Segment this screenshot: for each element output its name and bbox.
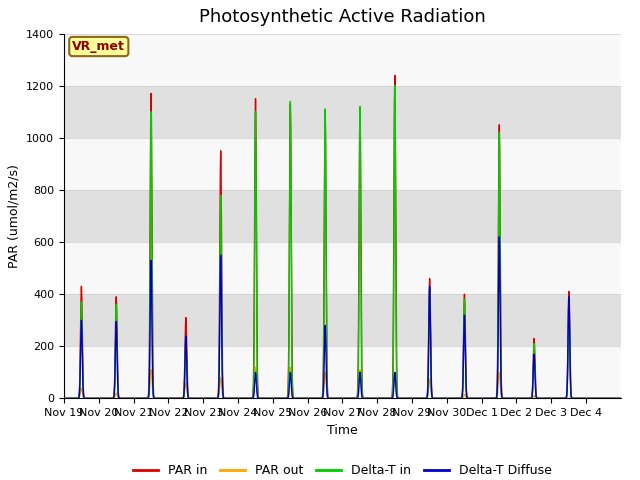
Line: Delta-T Diffuse: Delta-T Diffuse: [64, 237, 621, 398]
PAR out: [60, 396, 68, 401]
PAR in: [474, 396, 482, 401]
Title: Photosynthetic Active Radiation: Photosynthetic Active Radiation: [199, 9, 486, 26]
Delta-T Diffuse: [617, 396, 625, 401]
Delta-T Diffuse: [611, 396, 618, 401]
PAR out: [474, 396, 482, 401]
Bar: [64, 190, 621, 242]
Delta-T in: [611, 396, 618, 401]
Delta-T Diffuse: [317, 396, 325, 401]
Delta-T in: [595, 396, 602, 401]
PAR in: [317, 396, 325, 401]
PAR in: [599, 396, 607, 401]
Delta-T Diffuse: [147, 257, 155, 263]
Delta-T Diffuse: [60, 396, 68, 401]
Delta-T in: [556, 396, 563, 401]
PAR out: [328, 396, 336, 401]
Delta-T in: [317, 396, 325, 401]
PAR in: [556, 396, 563, 401]
Delta-T Diffuse: [495, 234, 503, 240]
Delta-T Diffuse: [328, 396, 335, 401]
Delta-T Diffuse: [474, 396, 481, 401]
Text: VR_met: VR_met: [72, 40, 125, 53]
Y-axis label: PAR (umol/m2/s): PAR (umol/m2/s): [8, 164, 20, 268]
Delta-T in: [60, 396, 68, 401]
Line: PAR out: PAR out: [64, 367, 621, 398]
Line: Delta-T in: Delta-T in: [64, 86, 621, 398]
PAR in: [611, 396, 618, 401]
Delta-T in: [147, 109, 155, 115]
Delta-T Diffuse: [597, 396, 605, 401]
PAR out: [317, 396, 325, 401]
Delta-T Diffuse: [556, 396, 563, 401]
Delta-T in: [328, 396, 335, 401]
PAR in: [391, 72, 399, 78]
X-axis label: Time: Time: [327, 424, 358, 437]
PAR in: [147, 91, 155, 96]
Bar: [64, 294, 621, 346]
Bar: [64, 86, 621, 138]
PAR out: [611, 396, 618, 401]
PAR out: [617, 396, 625, 401]
Line: PAR in: PAR in: [64, 75, 621, 398]
PAR in: [60, 396, 68, 401]
PAR out: [568, 396, 575, 401]
Delta-T in: [617, 396, 625, 401]
Delta-T in: [474, 396, 482, 401]
PAR out: [147, 367, 155, 372]
PAR out: [556, 396, 563, 401]
PAR in: [328, 396, 335, 401]
Delta-T in: [391, 83, 399, 89]
PAR in: [617, 396, 625, 401]
Legend: PAR in, PAR out, Delta-T in, Delta-T Diffuse: PAR in, PAR out, Delta-T in, Delta-T Dif…: [129, 459, 556, 480]
PAR out: [252, 364, 259, 370]
